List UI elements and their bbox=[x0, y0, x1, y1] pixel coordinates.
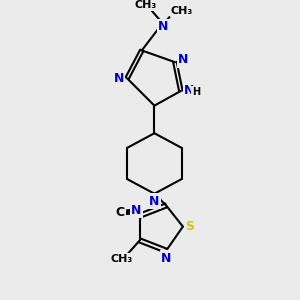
Text: N: N bbox=[149, 195, 160, 208]
Text: N: N bbox=[114, 72, 124, 85]
Text: CH₃: CH₃ bbox=[171, 6, 193, 16]
Text: CH₃: CH₃ bbox=[111, 254, 133, 265]
Text: CH₃: CH₃ bbox=[134, 0, 156, 10]
Text: H: H bbox=[192, 87, 200, 97]
Text: N: N bbox=[161, 251, 171, 265]
Text: C: C bbox=[116, 206, 124, 219]
Text: N: N bbox=[131, 204, 141, 217]
Text: S: S bbox=[185, 220, 194, 233]
Text: N: N bbox=[184, 84, 194, 98]
Text: N: N bbox=[178, 53, 188, 66]
Text: N: N bbox=[158, 20, 168, 33]
